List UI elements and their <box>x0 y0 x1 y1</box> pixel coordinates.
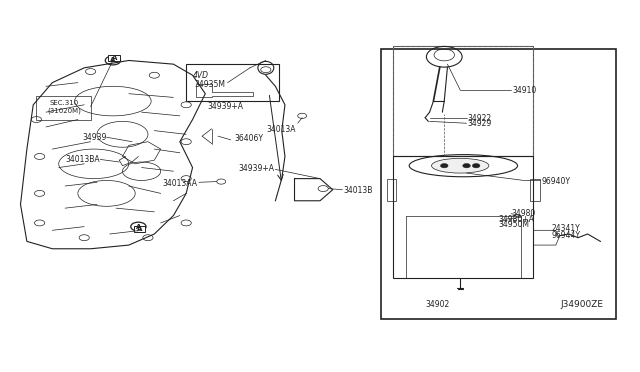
Text: 34935M: 34935M <box>195 80 226 89</box>
Bar <box>186 64 278 101</box>
Text: 34013A: 34013A <box>266 125 296 134</box>
Text: 34013B: 34013B <box>344 186 373 195</box>
Text: 24341Y: 24341Y <box>551 224 580 233</box>
Text: SEC.310
(31020M): SEC.310 (31020M) <box>47 100 81 113</box>
Text: 34013AA: 34013AA <box>163 179 198 187</box>
Text: 34910: 34910 <box>513 86 537 95</box>
Text: 34980+A: 34980+A <box>499 215 534 224</box>
Text: 36406Y: 36406Y <box>234 134 263 143</box>
Text: 34013BA: 34013BA <box>65 155 100 164</box>
Text: 96944Y: 96944Y <box>551 231 580 240</box>
Ellipse shape <box>431 158 489 173</box>
Text: 34939+A: 34939+A <box>238 164 274 173</box>
Text: A: A <box>136 224 141 230</box>
Bar <box>387 179 396 201</box>
Text: A: A <box>110 57 116 64</box>
Bar <box>134 225 145 232</box>
Text: J34900ZE: J34900ZE <box>561 300 604 310</box>
Text: A: A <box>137 226 142 232</box>
Bar <box>36 96 91 119</box>
Bar <box>394 46 534 157</box>
Text: 34939: 34939 <box>82 133 106 142</box>
Circle shape <box>463 163 470 168</box>
Text: 34922: 34922 <box>468 114 492 123</box>
Bar <box>531 179 540 201</box>
Text: 34929: 34929 <box>468 119 492 128</box>
Circle shape <box>472 163 480 168</box>
Text: 4VD: 4VD <box>193 71 209 80</box>
Bar <box>394 46 534 157</box>
Text: 34939+A: 34939+A <box>208 102 244 111</box>
Text: A: A <box>111 55 117 61</box>
Text: 34950M: 34950M <box>499 220 529 229</box>
Text: 34980: 34980 <box>511 209 536 218</box>
Text: 96940Y: 96940Y <box>541 177 570 186</box>
Text: 34902: 34902 <box>426 300 450 310</box>
Bar <box>108 55 120 61</box>
Circle shape <box>440 163 448 168</box>
Bar <box>381 49 616 319</box>
